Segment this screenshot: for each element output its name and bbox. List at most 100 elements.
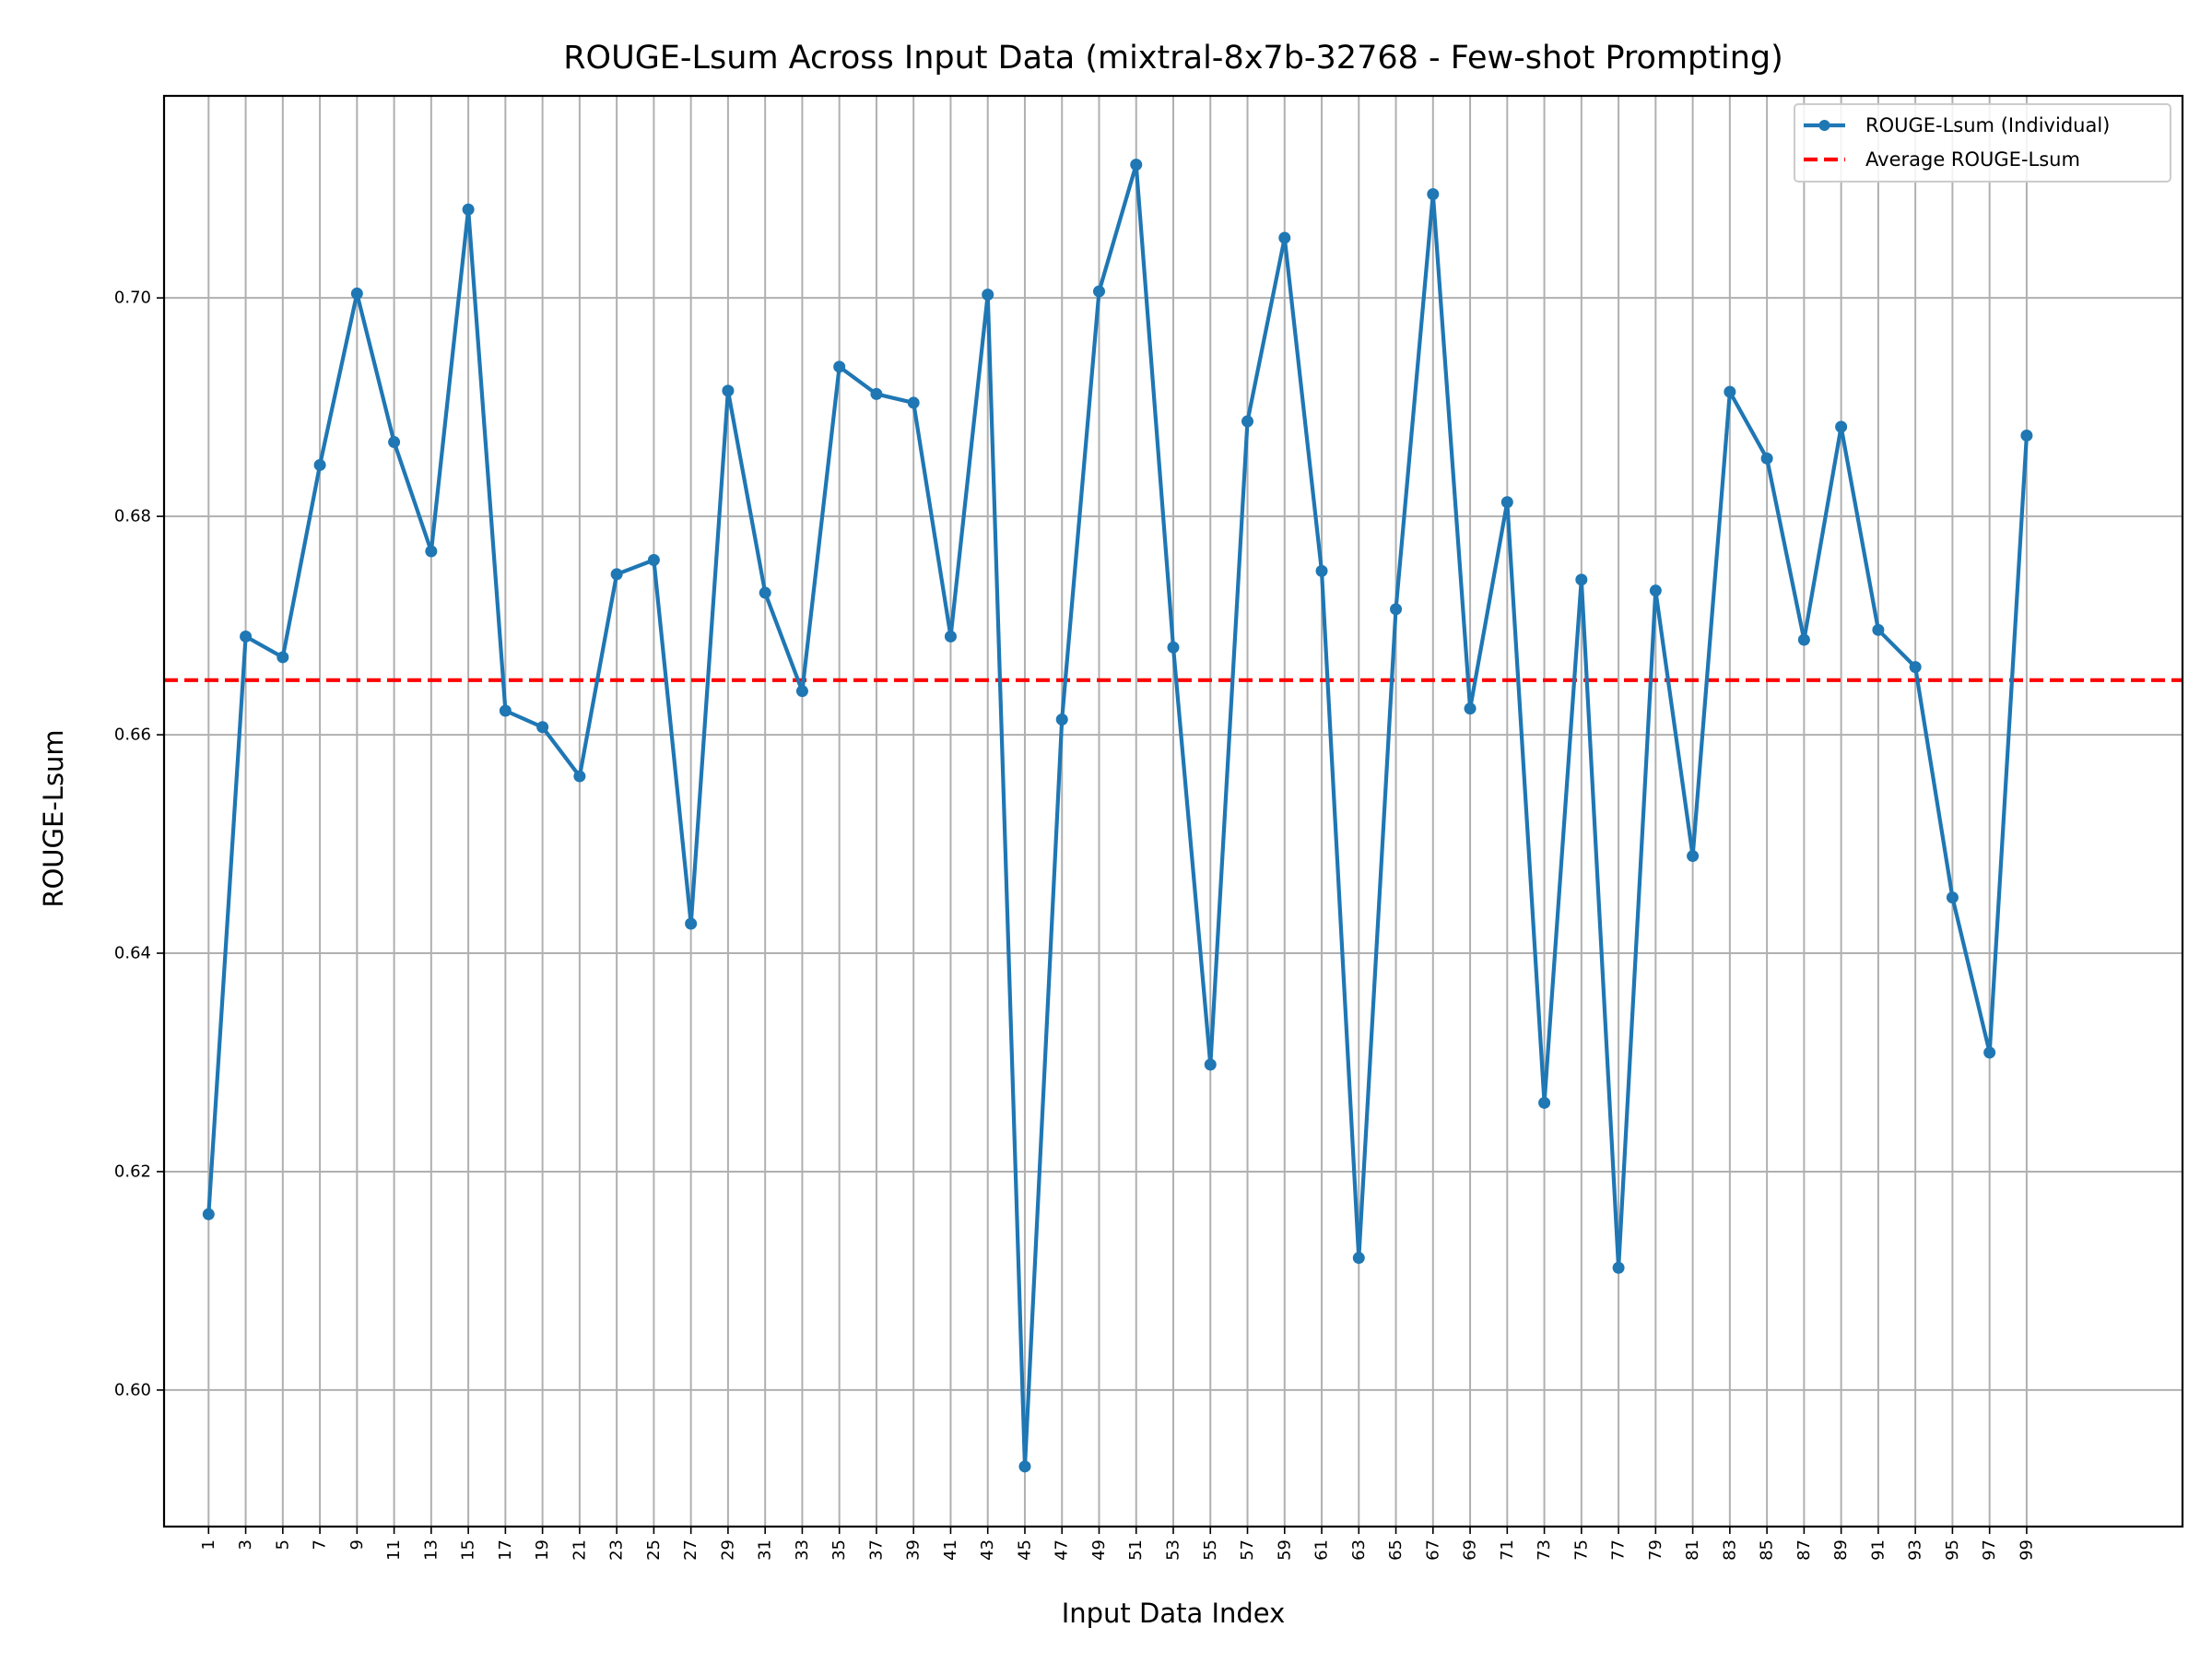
data-point <box>462 203 475 216</box>
data-point <box>1835 420 1848 433</box>
x-tick-label: 85 <box>1758 1539 1777 1561</box>
x-tick-label: 87 <box>1794 1539 1814 1561</box>
x-tick-label: 45 <box>1015 1539 1034 1561</box>
x-tick-label: 23 <box>607 1539 627 1561</box>
x-tick-label: 17 <box>496 1539 515 1561</box>
x-tick-label: 91 <box>1868 1539 1888 1561</box>
data-point <box>1909 661 1922 674</box>
x-tick-label: 35 <box>830 1539 849 1561</box>
x-tick-label: 79 <box>1646 1539 1665 1561</box>
x-tick-label: 97 <box>1980 1539 1999 1561</box>
data-point <box>1724 385 1736 398</box>
x-tick-label: 93 <box>1906 1539 1925 1561</box>
x-tick-label: 83 <box>1720 1539 1739 1561</box>
data-point <box>1464 702 1477 715</box>
data-point <box>647 554 660 567</box>
x-tick-label: 1 <box>199 1539 218 1550</box>
x-tick-label: 81 <box>1683 1539 1702 1561</box>
data-point <box>1797 633 1810 646</box>
x-tick-label: 75 <box>1571 1539 1591 1561</box>
chart-title: ROUGE-Lsum Across Input Data (mixtral-8x… <box>563 40 1783 77</box>
x-tick-label: 73 <box>1535 1539 1554 1561</box>
data-point <box>610 568 623 581</box>
x-tick-label: 61 <box>1312 1539 1332 1561</box>
data-point <box>350 287 363 300</box>
legend-label-average: Average ROUGE-Lsum <box>1865 148 2080 171</box>
data-point <box>1538 1096 1551 1109</box>
x-tick-label: 37 <box>866 1539 886 1561</box>
legend-label-individual: ROUGE-Lsum (Individual) <box>1865 114 2110 136</box>
data-point <box>1649 584 1662 597</box>
x-tick-label: 47 <box>1053 1539 1072 1561</box>
data-point <box>1278 231 1291 244</box>
y-tick-label: 0.68 <box>114 507 151 526</box>
x-tick-label: 41 <box>941 1539 960 1561</box>
data-point <box>795 685 808 698</box>
x-tick-label: 43 <box>978 1539 997 1561</box>
x-tick-label: 49 <box>1089 1539 1109 1561</box>
data-point <box>573 770 586 783</box>
x-tick-label: 59 <box>1275 1539 1294 1561</box>
x-tick-label: 11 <box>384 1539 404 1561</box>
legend: ROUGE-Lsum (Individual) Average ROUGE-Ls… <box>1794 103 2171 183</box>
x-tick-label: 71 <box>1498 1539 1517 1561</box>
data-point <box>1427 188 1440 201</box>
x-tick-label: 39 <box>904 1539 924 1561</box>
data-point <box>388 436 401 449</box>
x-tick-label: 51 <box>1126 1539 1146 1561</box>
data-point <box>1092 285 1105 298</box>
data-point <box>202 1208 215 1221</box>
y-tick-label: 0.60 <box>114 1380 151 1399</box>
x-axis-ticks: 1 3 5 7 9 11 13 15 17 19 21 23 25 27 29 31 33 35 37 39 41 43 4… <box>199 1527 2036 1561</box>
x-tick-label: 21 <box>570 1539 589 1561</box>
data-point <box>1018 1460 1031 1473</box>
data-point <box>1055 713 1068 725</box>
data-point <box>1946 891 1959 904</box>
x-tick-label: 67 <box>1423 1539 1442 1561</box>
data-point <box>276 651 289 664</box>
legend-series-marker <box>1818 120 1830 131</box>
data-point <box>833 360 846 373</box>
data-point <box>870 387 883 400</box>
x-tick-label: 63 <box>1349 1539 1369 1561</box>
data-point <box>1390 603 1403 616</box>
data-point <box>1872 623 1885 636</box>
x-tick-label: 31 <box>756 1539 775 1561</box>
series-line-individual <box>206 162 2029 1468</box>
data-point <box>907 396 920 409</box>
x-tick-label: 3 <box>236 1539 255 1550</box>
x-tick-label: 5 <box>273 1539 292 1550</box>
x-tick-label: 33 <box>793 1539 812 1561</box>
grid <box>164 96 2183 1527</box>
y-axis-ticks: 0.60 0.62 0.64 0.66 0.68 0.70 <box>114 289 164 1399</box>
y-tick-label: 0.62 <box>114 1162 151 1181</box>
data-point <box>944 630 957 643</box>
x-tick-label: 99 <box>2017 1539 2036 1561</box>
x-tick-label: 27 <box>681 1539 700 1561</box>
x-tick-label: 65 <box>1386 1539 1406 1561</box>
x-tick-label: 95 <box>1943 1539 1962 1561</box>
data-point <box>685 917 698 930</box>
data-point <box>1241 415 1254 428</box>
data-point <box>1130 159 1143 171</box>
data-point <box>1760 452 1773 465</box>
legend-box <box>1794 103 2171 183</box>
series-layer <box>202 159 2033 1473</box>
data-point <box>313 458 326 471</box>
data-point <box>759 586 771 599</box>
data-point <box>1315 564 1328 577</box>
y-tick-label: 0.70 <box>114 289 151 308</box>
data-point <box>1167 641 1180 654</box>
data-point <box>1352 1252 1365 1265</box>
data-point <box>240 630 253 643</box>
data-point <box>722 384 735 397</box>
data-point <box>982 289 994 301</box>
data-point <box>1612 1261 1625 1274</box>
y-tick-label: 0.66 <box>114 725 151 745</box>
x-tick-label: 13 <box>421 1539 441 1561</box>
data-point <box>499 704 512 717</box>
y-tick-label: 0.64 <box>114 944 151 963</box>
data-point <box>1500 496 1513 509</box>
x-tick-label: 77 <box>1609 1539 1629 1561</box>
